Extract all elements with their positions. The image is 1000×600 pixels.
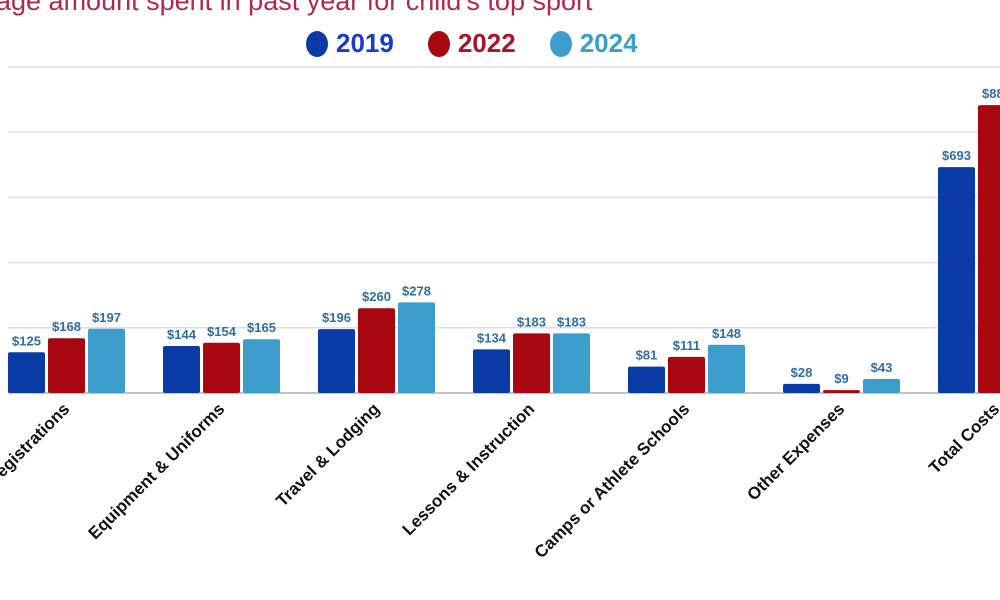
legend-item-2024: 2024 [549,28,638,59]
bar-2019 [473,349,510,393]
data-label: $168 [52,319,81,334]
bar-2019 [163,346,200,393]
bar-2022 [668,356,705,393]
bar-2024 [398,302,435,393]
category-label: Other Expenses [743,399,848,504]
chart-title: age amount spent in past year for child'… [0,0,593,16]
data-label: $9 [834,371,848,386]
bar-2024 [708,344,745,393]
data-label: $43 [871,360,893,375]
bar-2022 [513,333,550,393]
bar-2019 [783,383,820,393]
bar-2022 [978,105,1000,393]
data-label: $111 [673,338,701,353]
data-label: $883 [982,86,1000,101]
data-label: $693 [942,148,971,163]
category-label: Camps or Athlete Schools [531,399,694,562]
data-label: $183 [557,314,586,329]
bar-2019 [938,167,975,393]
legend-label: 2022 [457,28,516,58]
data-label: $134 [477,330,507,345]
data-label: $125 [12,333,41,348]
data-label: $144 [167,327,197,342]
bar-2022 [358,308,395,393]
data-label: $260 [362,289,391,304]
legend-item-2022: 2022 [427,28,516,59]
data-label: $165 [247,320,276,335]
legend-swatch [306,30,328,57]
bar-2024 [863,378,900,393]
category-label: Total Costs [925,399,1000,477]
bar-2022 [48,338,85,393]
category-label: Lessons & Instruction [399,399,539,539]
data-label: $196 [322,310,351,325]
data-label: $197 [92,310,121,325]
legend: 2019 2022 2024 [306,28,638,59]
bar-2022 [203,342,240,393]
data-label: $81 [636,348,658,363]
bar-2024 [88,328,125,393]
legend-label: 2024 [579,28,638,58]
category-label: Equipment & Uniforms [85,399,229,543]
legend-swatch [549,30,572,57]
bar-2019 [628,366,665,393]
data-label: $148 [712,326,741,341]
bar-2022 [823,390,860,393]
data-label: $154 [207,324,237,339]
category-label: Travel & Lodging [272,399,383,510]
category-label: egistrations [0,399,73,481]
bar-2024 [243,339,280,393]
bar-2024 [553,333,590,393]
data-label: $183 [517,314,546,329]
bar-2019 [8,352,45,393]
legend-label: 2019 [336,28,394,58]
data-label: $28 [791,365,813,380]
data-label: $278 [402,283,431,298]
bar-2019 [318,329,355,393]
legend-item-2019: 2019 [306,28,394,59]
legend-swatch [427,30,450,57]
